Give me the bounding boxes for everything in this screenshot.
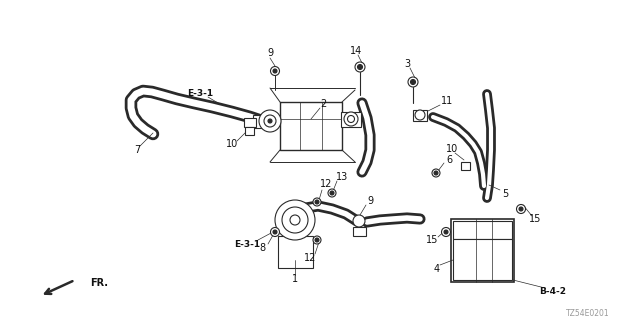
Circle shape [313,236,321,244]
Text: 11: 11 [441,96,453,106]
Text: E-3-1: E-3-1 [187,89,213,98]
Text: 8: 8 [259,243,265,253]
Bar [278,236,313,268]
Circle shape [344,112,358,126]
Bar [451,219,514,282]
Text: 9: 9 [267,48,273,58]
Text: 6: 6 [446,155,452,165]
Text: 3: 3 [404,59,410,69]
Text: 10: 10 [226,139,238,149]
Text: E-3-1: E-3-1 [234,239,260,249]
Text: 2: 2 [320,99,326,109]
Circle shape [519,207,523,211]
Bar [341,112,361,127]
Text: 12: 12 [304,253,316,263]
Circle shape [313,198,321,206]
Circle shape [444,230,448,234]
Text: FR.: FR. [90,278,108,288]
Circle shape [516,204,525,213]
Circle shape [408,77,418,87]
Text: B-4-2: B-4-2 [540,286,566,295]
Circle shape [410,79,415,84]
Circle shape [259,110,281,132]
Text: 15: 15 [426,235,438,245]
Circle shape [442,228,451,236]
Circle shape [273,69,277,73]
Circle shape [271,67,280,76]
Text: TZ54E0201: TZ54E0201 [566,308,610,317]
Bar [244,118,256,127]
Circle shape [271,228,280,236]
Text: 4: 4 [434,264,440,274]
Circle shape [315,238,319,242]
Bar [353,227,366,236]
Circle shape [328,189,336,197]
Text: 1: 1 [292,274,298,284]
Text: 14: 14 [350,46,362,56]
Circle shape [355,62,365,72]
Circle shape [290,215,300,225]
Bar [245,127,254,135]
Text: 13: 13 [336,172,348,182]
Bar [461,162,470,170]
Circle shape [434,171,438,175]
Bar [413,110,427,121]
Circle shape [268,119,272,123]
Circle shape [415,110,425,120]
Bar [453,239,512,280]
Circle shape [273,230,277,234]
Circle shape [275,200,315,240]
Circle shape [348,116,355,123]
Text: 9: 9 [367,196,373,206]
Text: 5: 5 [502,189,508,199]
Circle shape [358,65,362,69]
Circle shape [353,215,365,227]
Text: 12: 12 [320,179,332,189]
Text: 7: 7 [134,145,140,155]
Circle shape [330,191,334,195]
Bar [453,221,512,239]
Text: 15: 15 [529,214,541,224]
Circle shape [264,115,276,127]
Circle shape [432,169,440,177]
Bar [253,115,269,128]
Text: 10: 10 [446,144,458,154]
Circle shape [315,200,319,204]
Circle shape [282,207,308,233]
